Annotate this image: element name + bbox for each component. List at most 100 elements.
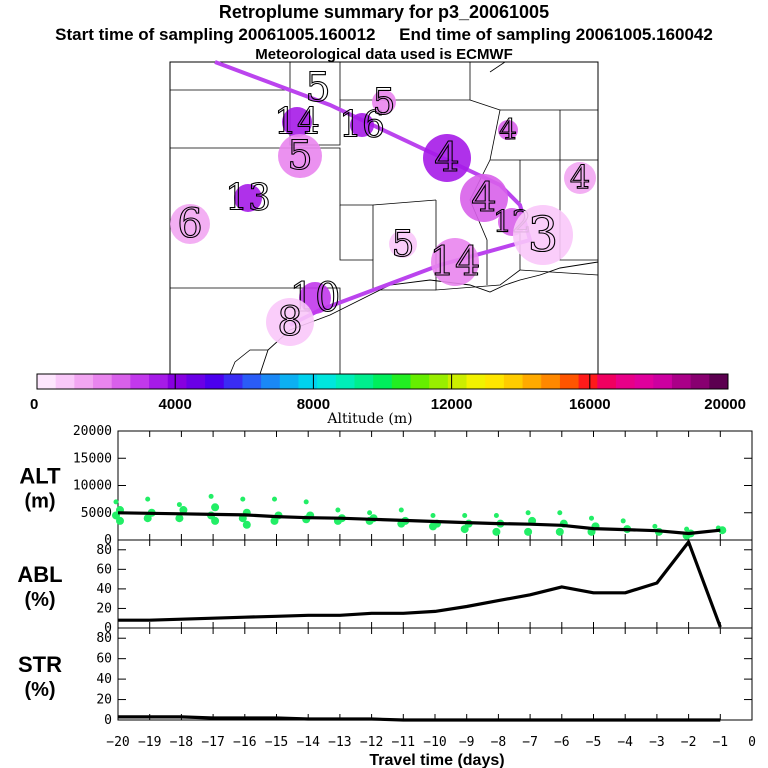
alt-scatter-point: [211, 516, 220, 525]
colorbar-swatch: [298, 374, 318, 389]
colorbar-swatch: [503, 374, 524, 389]
colorbar: 0 4000 8000 12000 16000 20000: [30, 373, 746, 413]
colorbar-swatch: [466, 374, 486, 389]
alt-scatter-point: [175, 514, 184, 523]
panel-frame: [117, 627, 753, 721]
plume-marker-label: 5: [392, 224, 415, 265]
colorbar-swatch: [149, 374, 169, 389]
colorbar-swatch: [634, 374, 654, 389]
alt-scatter-point: [367, 510, 373, 516]
plume-marker-circle: [266, 298, 314, 346]
alt-scatter-point: [684, 526, 690, 532]
colorbar-swatch: [615, 374, 636, 389]
colorbar-swatch: [317, 374, 337, 389]
alt-scatter-point: [493, 512, 499, 518]
plume-marker-label: 5: [373, 82, 396, 123]
alt-scatter-point: [143, 514, 152, 523]
x-tick-label: −1: [712, 735, 728, 750]
x-tick-label: −7: [522, 735, 538, 750]
colorbar-swatch: [373, 374, 393, 389]
x-tick-label: 0: [748, 735, 756, 750]
panel-label-abl: ABL: [17, 562, 62, 587]
colorbar-swatch: [55, 374, 75, 389]
x-tick-label: −20: [106, 735, 129, 750]
colorbar-swatch: [74, 374, 94, 389]
panel-unit-abl: (%): [24, 589, 55, 611]
colorbar-swatch: [597, 374, 617, 389]
y-tick-label: 80: [96, 543, 112, 558]
alt-scatter-point: [116, 516, 124, 525]
start-time-label: Start time of sampling 20061005.160012: [55, 25, 376, 44]
colorbar-swatch: [279, 374, 299, 389]
y-tick-label: 60: [96, 652, 112, 667]
alt-scatter-point: [176, 502, 182, 508]
x-tick-label: −2: [681, 735, 697, 750]
colorbar-swatch: [167, 374, 187, 389]
alt-scatter-point: [524, 527, 533, 536]
panel-alt: 0 5000 10000 15000 20000 ALT(m): [19, 424, 753, 548]
y-tick-label: 20: [96, 693, 112, 708]
coastline: [229, 349, 268, 375]
state-border: [339, 205, 436, 291]
plume-marker-circle: [513, 205, 573, 265]
colorbar-swatch: [335, 374, 355, 389]
panel-str: 0 20 40 60 80 STR(%): [18, 627, 753, 728]
alt-scatter-point: [589, 515, 594, 521]
x-tick-label: −4: [617, 735, 633, 750]
alt-scatter-point: [525, 510, 531, 516]
sampling-time-label: Start time of sampling 20061005.160012 E…: [0, 25, 768, 45]
alt-scatter-point: [460, 525, 469, 534]
colorbar-swatch: [205, 374, 225, 389]
plume-marker-circle: [498, 120, 518, 140]
plume-marker-label: 5: [287, 133, 312, 179]
met-data-label: Meteorological data used is ECMWF: [255, 46, 513, 63]
x-tick-label: −14: [296, 735, 320, 750]
colorbar-swatch: [690, 374, 710, 389]
alt-scatter-point: [208, 493, 214, 499]
colorbar-swatch: [223, 374, 243, 389]
alt-scatter-point: [270, 516, 279, 525]
state-border: [559, 110, 598, 261]
plume-marker-circle: [423, 134, 471, 182]
alt-scatter-point: [462, 512, 468, 518]
alt-scatter-point: [620, 518, 626, 524]
series-line-str: [118, 715, 721, 722]
alt-scatter-point: [211, 503, 220, 512]
plume-marker-circle: [372, 90, 396, 114]
x-tick-label: −19: [138, 735, 161, 750]
alt-scatter-point: [398, 507, 404, 513]
plume-marker-label: 4: [434, 135, 459, 181]
x-tick-label: −8: [491, 735, 507, 750]
colorbar-swatch: [522, 374, 542, 389]
alt-scatter-point: [179, 506, 188, 515]
y-tick-label: 15000: [73, 451, 112, 466]
colorbar-swatch: [578, 374, 598, 389]
panel-abl: 0 20 40 60 80 ABL(%): [17, 539, 753, 636]
state-border: [489, 61, 506, 73]
time-series-panels: 05000100001500020000ALT(m)020406080ABL(%…: [17, 424, 756, 768]
x-tick-label: −18: [170, 735, 193, 750]
state-border: [170, 287, 341, 374]
colorbar-swatch: [242, 374, 262, 389]
figure-title: Retroplume summary for p3_20061005: [218, 2, 550, 22]
colorbar-swatch: [559, 374, 580, 389]
colorbar-swatch: [447, 374, 468, 389]
panel-unit-str: (%): [24, 679, 55, 701]
y-tick-label: 20: [96, 601, 112, 616]
plume-marker-label: 5: [305, 65, 330, 111]
colorbar-swatch: [671, 374, 692, 389]
x-tick-label: −3: [649, 735, 665, 750]
alt-scatter-point: [652, 523, 658, 529]
colorbar-swatch: [261, 374, 281, 389]
alt-scatter-point: [430, 512, 436, 518]
state-border: [372, 199, 437, 206]
y-tick-label: 0: [104, 533, 112, 548]
series-line-abl: [118, 540, 722, 628]
colorbar-swatch: [93, 374, 113, 389]
x-axis-label: Travel time (days): [369, 752, 504, 768]
plume-marker-circle: [170, 204, 210, 244]
plume-marker-circle: [564, 162, 596, 194]
colorbar-swatch: [37, 374, 57, 389]
y-tick-label: 5000: [81, 506, 112, 521]
